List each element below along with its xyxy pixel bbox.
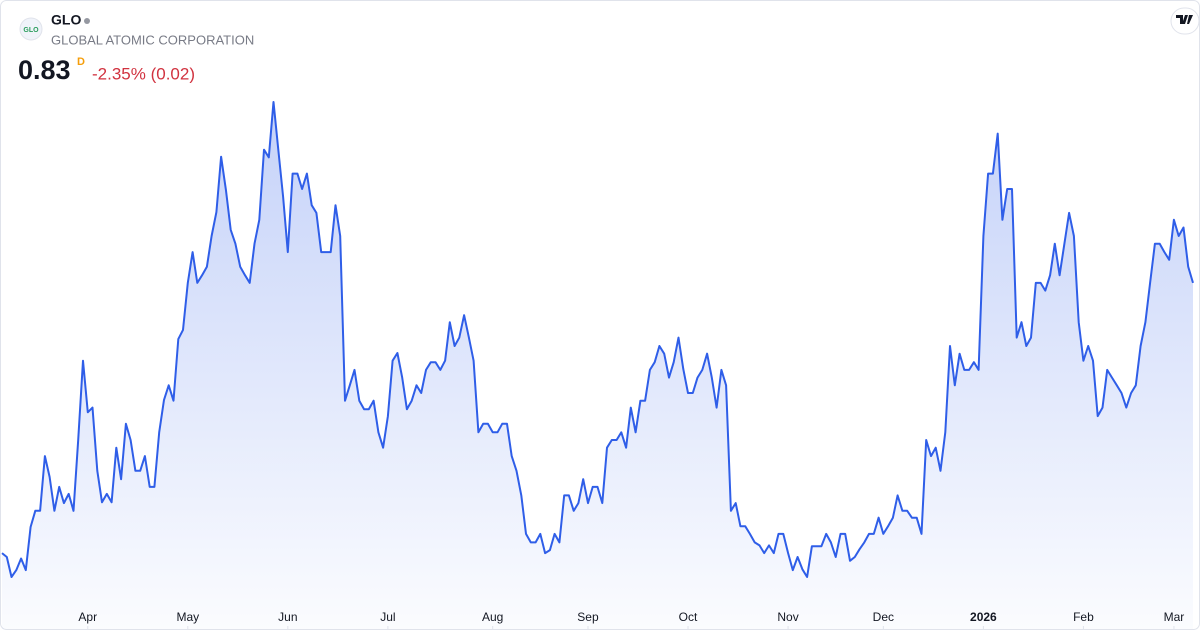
area-fill bbox=[2, 102, 1193, 629]
price-line bbox=[1, 101, 1194, 578]
logo-text: GLO bbox=[23, 27, 39, 34]
price-change: -2.35% (0.02) bbox=[92, 64, 195, 83]
x-tick-label: Sep bbox=[577, 610, 599, 624]
price: 0.83 bbox=[18, 55, 71, 85]
symbol: GLO bbox=[51, 12, 81, 28]
x-tick-label: Feb bbox=[1073, 610, 1094, 624]
status-dot bbox=[84, 18, 90, 24]
logo bbox=[19, 17, 43, 41]
interval: D bbox=[77, 56, 85, 68]
x-tick-label: 2026 bbox=[970, 610, 997, 624]
company-name: GLOBAL ATOMIC CORPORATION bbox=[51, 32, 254, 47]
x-tick-label: Jul bbox=[380, 610, 395, 624]
x-tick-label: Apr bbox=[78, 610, 97, 624]
x-tick-label: Jun bbox=[278, 610, 297, 624]
tv-logo bbox=[1170, 7, 1200, 35]
x-tick-label: May bbox=[176, 610, 199, 624]
x-tick-label: Oct bbox=[679, 610, 698, 624]
x-tick-label: Nov bbox=[777, 610, 798, 624]
x-tick-label: Mar bbox=[1164, 610, 1185, 624]
plot-area bbox=[1, 101, 1194, 629]
x-axis: Apr May Jun Jul Aug Sep Oct Nov Dec 2026 Feb Mar bbox=[78, 610, 1184, 629]
x-tick-label: Dec bbox=[873, 610, 894, 624]
x-tick-label: Aug bbox=[482, 610, 503, 624]
